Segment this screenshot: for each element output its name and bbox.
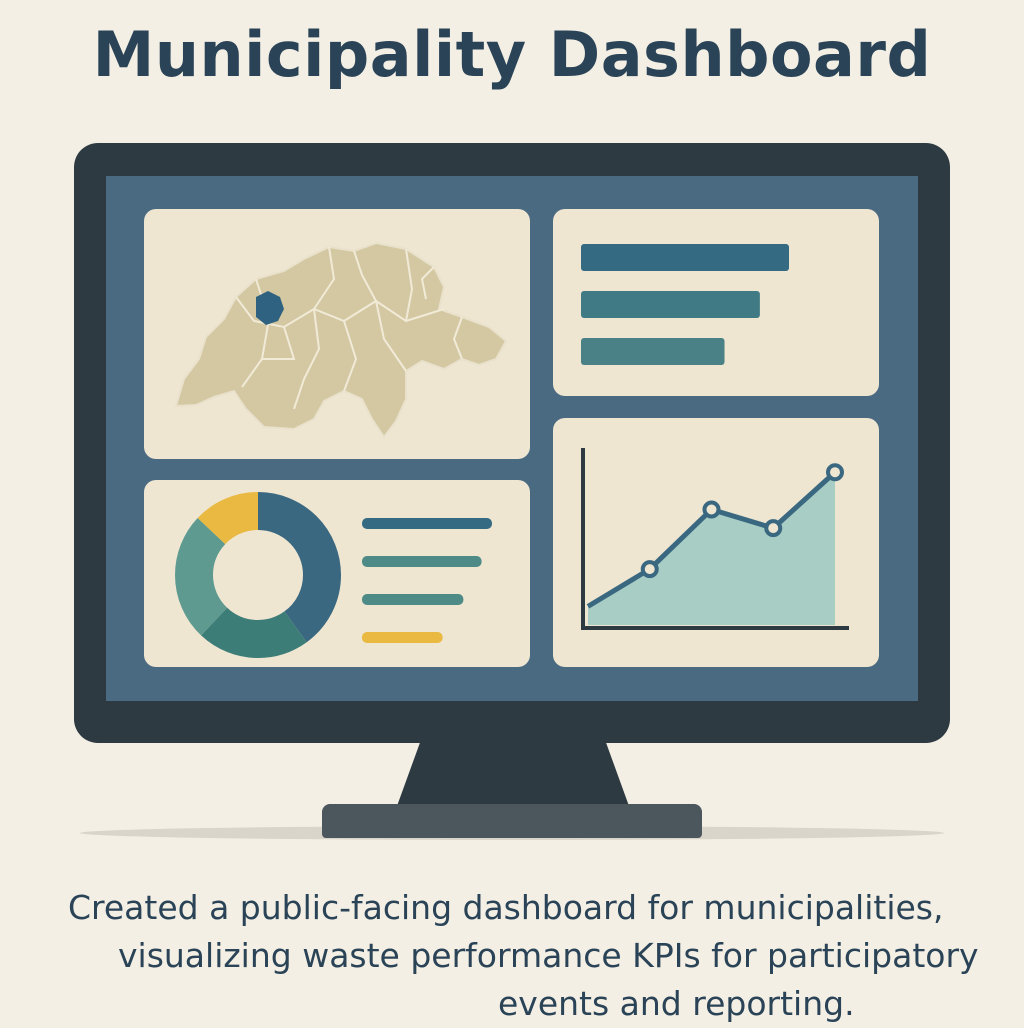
chart-area-fill (588, 472, 835, 625)
canton-highlight (256, 291, 284, 325)
donut-slice (175, 492, 341, 658)
page-title: Municipality Dashboard (92, 18, 932, 91)
donut-slice (175, 492, 341, 658)
legend-bar (362, 594, 464, 605)
caption-line-3: events and reporting. (498, 984, 855, 1023)
donut-chart (175, 492, 492, 658)
area-line-chart (581, 448, 849, 630)
chart-data-point (764, 519, 783, 538)
chart-data-point (826, 463, 844, 482)
monitor (74, 143, 950, 743)
kpi-bar (581, 291, 760, 318)
legend-bar (362, 632, 443, 643)
monitor-stand-base (322, 804, 702, 838)
line-chart-panel[interactable] (553, 418, 879, 667)
caption-line-1: Created a public-facing dashboard for mu… (68, 888, 944, 927)
legend-bar (362, 518, 492, 529)
monitor-stand-neck (397, 742, 629, 806)
chart-data-point (702, 500, 721, 519)
bar-panel[interactable] (553, 209, 879, 396)
donut-panel[interactable] (144, 480, 530, 667)
legend-bar (362, 556, 482, 567)
donut-slice (175, 492, 341, 658)
kpi-bar (581, 338, 725, 365)
caption-line-2: visualizing waste performance KPIs for p… (118, 936, 979, 975)
switzerland-map-icon (174, 241, 508, 439)
map-country-shape (174, 241, 508, 439)
map-panel[interactable] (144, 209, 530, 459)
chart-data-point (640, 560, 659, 579)
caption: Created a public-facing dashboard for mu… (0, 884, 1024, 1028)
kpi-bar (581, 244, 789, 271)
horizontal-bar-chart (581, 244, 789, 365)
dashboard-screen (106, 176, 918, 701)
